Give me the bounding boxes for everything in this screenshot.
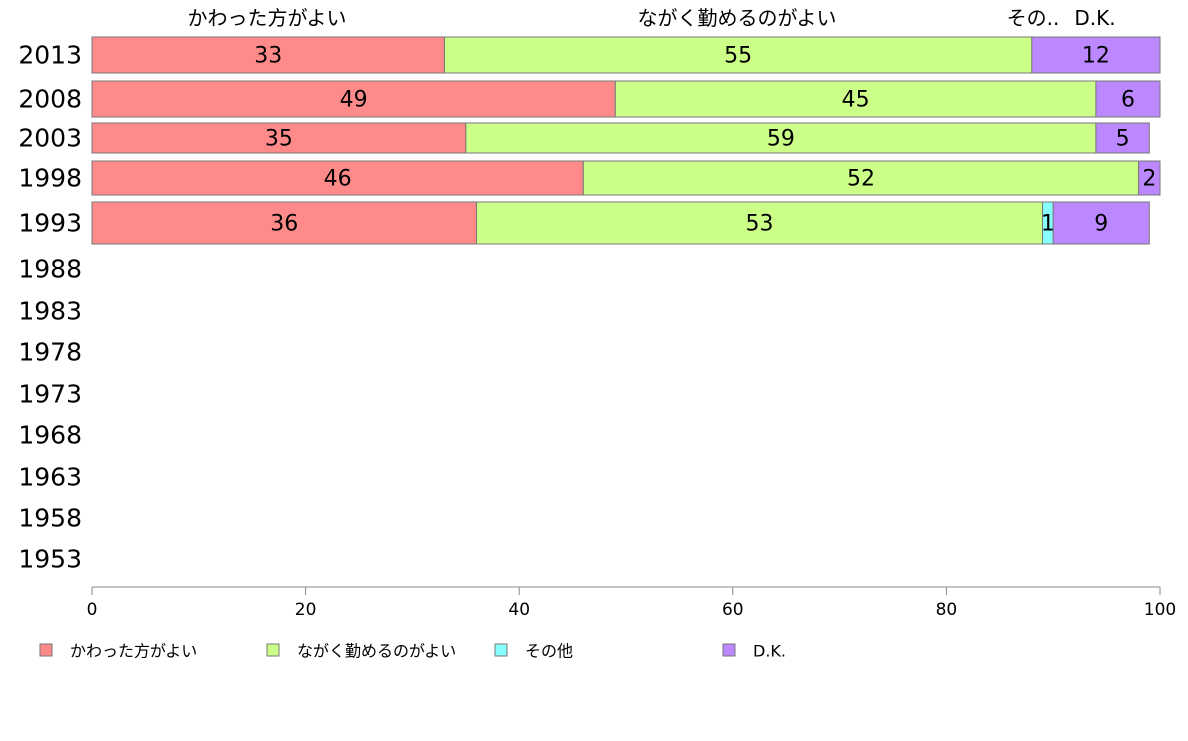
bar-value-label: 53 [746, 212, 774, 237]
bar-value-label: 49 [340, 88, 368, 113]
bar-value-label: 33 [254, 44, 282, 69]
bar-segment [1095, 80, 1161, 118]
bar-value-label: 35 [265, 127, 293, 152]
bar-segment [1095, 122, 1150, 154]
year-label: 1978 [18, 338, 82, 367]
bar-segment [475, 201, 1044, 245]
bar-segment [443, 36, 1033, 74]
x-tick-label: 60 [722, 600, 744, 620]
top-header-label: その.. [1007, 6, 1060, 30]
x-tick-label: 20 [295, 600, 317, 620]
bar-segment [614, 80, 1097, 118]
legend-swatch [722, 643, 736, 657]
top-header-label: かわった方がよい [188, 6, 347, 30]
bar-segment [1138, 160, 1161, 196]
bar-segment [91, 36, 445, 74]
bar-segment [91, 80, 616, 118]
bar-value-label: 59 [767, 127, 795, 152]
year-label: 2013 [18, 41, 82, 70]
bar-value-label: 9 [1094, 212, 1108, 237]
x-tick-label: 40 [508, 600, 530, 620]
year-label: 1963 [18, 463, 82, 492]
bar-segment [91, 122, 467, 154]
x-tick-label: 100 [1144, 600, 1176, 620]
year-label: 1973 [18, 380, 82, 409]
bar-value-label: 5 [1116, 127, 1130, 152]
year-label: 1958 [18, 504, 82, 533]
bar-value-label: 55 [724, 44, 752, 69]
bar-segment [1031, 36, 1161, 74]
bar-segment [1052, 201, 1150, 245]
legend-label: ながく勤めるのがよい [297, 642, 456, 661]
bar-value-label: 46 [324, 167, 352, 192]
legend-label: かわった方がよい [70, 642, 197, 661]
top-header-label: D.K. [1074, 6, 1115, 30]
legend-swatch [266, 643, 280, 657]
bar-segment [465, 122, 1097, 154]
bar-value-label: 45 [842, 88, 870, 113]
bar-value-label: 52 [847, 167, 875, 192]
year-label: 1953 [18, 545, 82, 574]
year-label: 1988 [18, 255, 82, 284]
bar-value-label: 1 [1041, 212, 1055, 237]
year-label: 1998 [18, 164, 82, 193]
year-label: 1993 [18, 209, 82, 238]
bar-segment [91, 160, 584, 196]
bar-segment [91, 201, 477, 245]
bar-value-label: 6 [1121, 88, 1135, 113]
legend-swatch [39, 643, 53, 657]
legend-label: その他 [525, 642, 573, 661]
x-tick-label: 80 [936, 600, 958, 620]
bar-value-label: 36 [270, 212, 298, 237]
bar-value-label: 12 [1082, 44, 1110, 69]
bar-value-label: 2 [1142, 167, 1156, 192]
x-tick-label: 0 [87, 600, 98, 620]
year-label: 1983 [18, 297, 82, 326]
year-label: 2003 [18, 124, 82, 153]
legend-swatch [494, 643, 508, 657]
year-label: 1968 [18, 421, 82, 450]
legend-label: D.K. [753, 642, 786, 661]
year-label: 2008 [18, 85, 82, 114]
top-header-label: ながく勤めるのがよい [638, 6, 837, 30]
